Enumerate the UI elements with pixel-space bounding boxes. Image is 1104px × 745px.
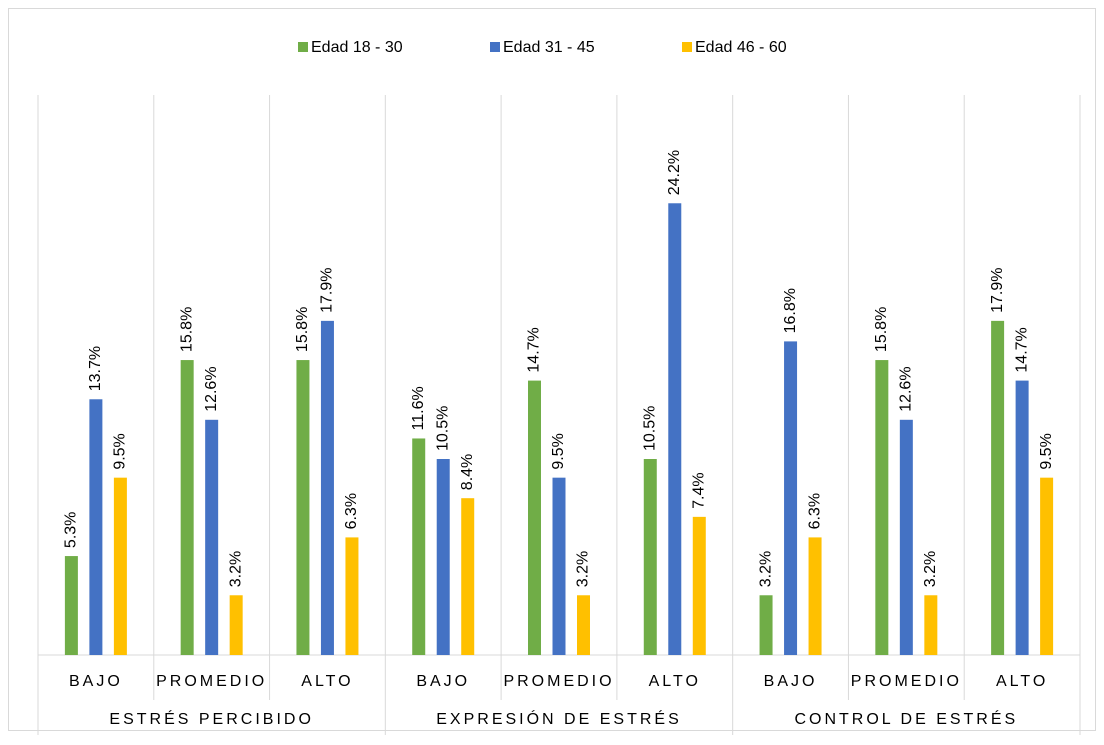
data-label: 3.2% (227, 551, 244, 587)
x-tick-label: ALTO (649, 673, 701, 690)
data-label: 5.3% (63, 512, 80, 548)
data-label: 15.8% (294, 307, 311, 352)
data-label: 12.6% (898, 366, 915, 411)
legend-swatch (682, 42, 692, 52)
data-label: 3.2% (922, 551, 939, 587)
legend-swatch (298, 42, 308, 52)
bar (991, 320, 1005, 655)
x-tick-label: ALTO (301, 673, 353, 690)
bar (89, 399, 103, 655)
x-tick-label: PROMEDIO (156, 673, 267, 690)
legend-label: Edad 18 - 30 (311, 39, 403, 56)
data-label: 7.4% (690, 472, 707, 508)
x-tick-label: PROMEDIO (851, 673, 962, 690)
data-label: 17.9% (319, 267, 336, 312)
data-label: 6.3% (343, 493, 360, 529)
group-label: EXPRESIÓN DE ESTRÉS (436, 709, 682, 728)
data-label: 8.4% (459, 454, 476, 490)
x-tick-label: BAJO (69, 673, 123, 690)
data-label: 24.2% (666, 150, 683, 195)
bar (643, 459, 657, 655)
bar (412, 438, 426, 655)
bar (577, 595, 590, 655)
bar (461, 498, 475, 655)
data-label: 3.2% (757, 551, 774, 587)
data-label: 17.9% (989, 267, 1006, 312)
legend-label: Edad 46 - 60 (695, 39, 787, 56)
bar (875, 360, 889, 655)
bar (296, 360, 310, 655)
x-tick-label: BAJO (764, 673, 818, 690)
legend-swatch (490, 42, 500, 52)
bar (924, 595, 938, 655)
bar (552, 477, 566, 655)
bar (64, 556, 78, 655)
data-label: 3.2% (575, 551, 592, 587)
data-label: 9.5% (550, 433, 567, 469)
bar (759, 595, 773, 655)
bar (113, 477, 127, 655)
data-label: 9.5% (112, 433, 129, 469)
data-label: 15.8% (873, 307, 890, 352)
data-label: 14.7% (1013, 327, 1030, 372)
x-tick-label: ALTO (996, 673, 1048, 690)
bar (668, 203, 682, 655)
bar (692, 516, 706, 655)
x-tick-label: BAJO (416, 673, 470, 690)
x-tick-label: PROMEDIO (503, 673, 614, 690)
bar (229, 595, 243, 655)
data-label: 14.7% (526, 327, 543, 372)
data-label: 11.6% (410, 386, 427, 430)
data-label: 9.5% (1038, 433, 1055, 469)
bar (808, 537, 822, 655)
bar (1040, 477, 1054, 655)
bar (320, 320, 334, 655)
data-label: 13.7% (87, 346, 104, 391)
legend-label: Edad 31 - 45 (503, 39, 595, 56)
data-label: 6.3% (806, 493, 823, 529)
bar (528, 380, 541, 655)
data-label: 10.5% (641, 406, 658, 451)
bar (205, 419, 219, 655)
data-label: 15.8% (178, 307, 195, 352)
data-label: 10.5% (434, 406, 451, 451)
bar (345, 537, 359, 655)
bar (436, 459, 450, 655)
bar (899, 419, 913, 655)
bar (1015, 380, 1029, 655)
data-label: 16.8% (782, 288, 799, 333)
bar (784, 341, 798, 655)
bar (180, 360, 194, 655)
group-label: CONTROL DE ESTRÉS (794, 709, 1018, 728)
group-label: ESTRÉS PERCIBIDO (109, 709, 313, 728)
data-label: 12.6% (203, 366, 220, 411)
